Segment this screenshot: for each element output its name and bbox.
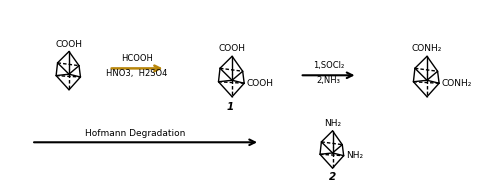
Text: CONH₂: CONH₂ [441,79,472,88]
Text: HNO3,  H2SO4: HNO3, H2SO4 [106,69,168,78]
Text: NH₂: NH₂ [346,151,363,160]
Text: 1: 1 [226,102,234,112]
Text: COOH: COOH [246,79,273,88]
Text: 1,SOCl₂: 1,SOCl₂ [313,61,344,70]
Text: Hofmann Degradation: Hofmann Degradation [86,129,186,138]
Text: COOH: COOH [56,40,82,49]
Text: 2,NH₃: 2,NH₃ [316,76,340,85]
Text: COOH: COOH [218,44,246,53]
Text: NH₂: NH₂ [324,119,341,128]
Text: 2: 2 [329,172,336,182]
Text: HCOOH: HCOOH [121,54,153,64]
Text: CONH₂: CONH₂ [412,44,442,53]
